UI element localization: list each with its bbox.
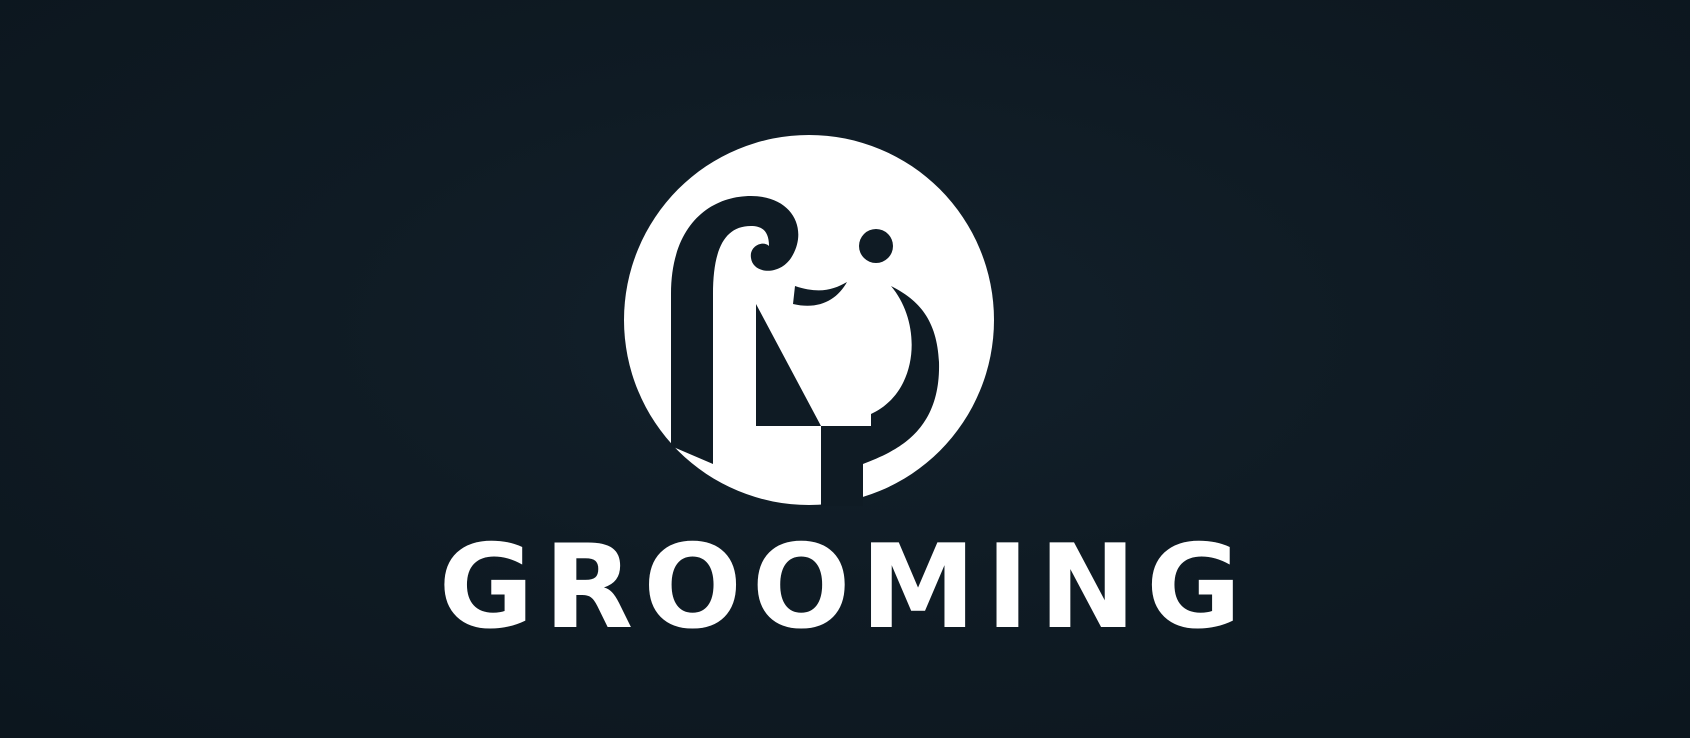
brand-name: GROOMING — [438, 520, 1252, 655]
elephant-circle-icon — [624, 135, 994, 506]
